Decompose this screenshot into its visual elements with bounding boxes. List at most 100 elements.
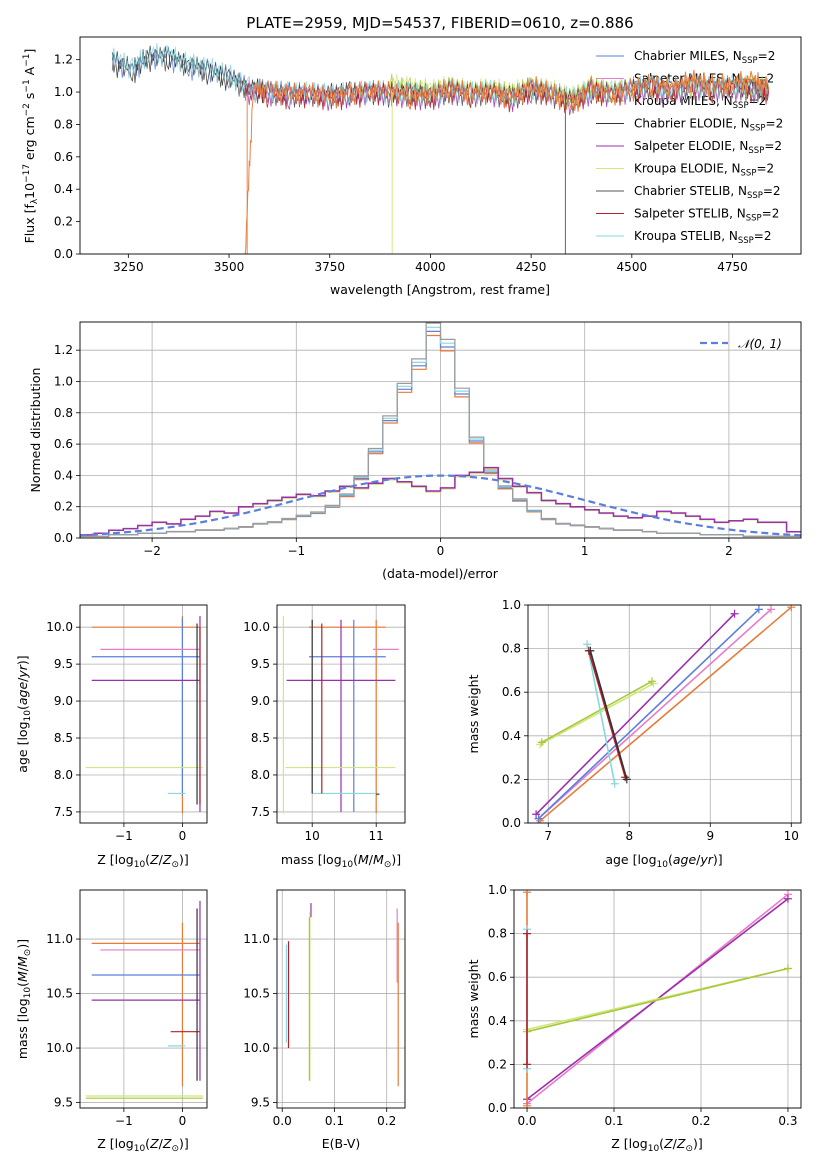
axes-panel-3: 10 11 7.5 8.0 8.5 9.0 9.5 10.0 <box>243 605 405 843</box>
marker <box>537 738 546 747</box>
weight-line <box>539 606 792 822</box>
weight-line <box>588 650 626 778</box>
axes-frame <box>527 604 802 824</box>
x-tick-label: 9 <box>706 829 714 843</box>
legend-entry: Kroupa STELIB, NSSP=2 <box>634 229 772 246</box>
x-tick-label: 10 <box>305 829 320 843</box>
y-tick-label: 0.0 <box>54 247 73 261</box>
marker <box>523 1060 532 1069</box>
marker <box>523 929 532 938</box>
x-tick-label: 0 <box>179 1114 187 1128</box>
x-tick-label: 0.1 <box>325 1114 344 1128</box>
x-tick-label: 11 <box>369 829 384 843</box>
marker <box>532 810 541 819</box>
marker <box>622 775 631 784</box>
y-tick-label: 9.0 <box>54 694 73 708</box>
x-tick-label: 4750 <box>717 260 748 274</box>
errorbars <box>85 616 203 814</box>
y-tick-label: 0.8 <box>488 927 507 941</box>
marker <box>787 605 796 612</box>
y-tick-label: 0.4 <box>54 468 73 482</box>
x-tick-label: 0 <box>179 829 187 843</box>
axes-panel-6: 0.0 0.1 0.2 9.5 10.0 10.5 11.0 <box>243 890 405 1128</box>
x-tick-label: 0.2 <box>691 1114 710 1128</box>
y-tick-label: 8.0 <box>251 768 270 782</box>
errorbars <box>285 903 399 1087</box>
axis-ylabel: mass [log10(M/M⊙)] <box>15 939 33 1059</box>
axes-panel-0: 3250 3500 3750 4000 4250 4500 4750 0.0 0.2 0.4 0.6… <box>54 53 748 274</box>
marker <box>767 605 776 614</box>
weight-line <box>526 967 789 1033</box>
marker <box>647 677 656 686</box>
axes-panel-2: −1 0 7.5 8.0 8.5 9.0 9.5 10.0 <box>46 605 207 843</box>
errorbars <box>85 900 203 1099</box>
legend-entry: Chabrier ELODIE, NSSP=2 <box>634 117 783 134</box>
marker <box>730 609 739 618</box>
histogram-step <box>80 322 801 538</box>
axis-ylabel: mass weight <box>466 674 481 753</box>
x-tick-label: 0.3 <box>778 1114 797 1128</box>
x-tick-label: 3750 <box>314 260 345 274</box>
y-tick-label: 9.5 <box>251 1096 270 1110</box>
axis-xlabel: age [log10(age/yr)] <box>605 852 722 870</box>
marker <box>649 679 658 688</box>
x-tick-label: 4000 <box>415 260 446 274</box>
x-tick-label: 3250 <box>113 260 144 274</box>
y-tick-label: 0.2 <box>54 215 73 229</box>
axis-ylabel: age [log10(age/yr)] <box>15 655 33 772</box>
x-tick-label: 7 <box>544 829 552 843</box>
axes-frame <box>79 889 208 1109</box>
weight-line <box>586 644 616 784</box>
marker <box>583 640 592 649</box>
y-tick-label: 11.0 <box>243 932 270 946</box>
weight-line <box>539 682 654 746</box>
x-tick-label: 4500 <box>617 260 648 274</box>
chart-title: PLATE=2959, MJD=54537, FIBERID=0610, z=0… <box>246 14 633 32</box>
x-tick-label: −2 <box>143 544 161 558</box>
y-tick-label: 9.0 <box>251 694 270 708</box>
legend-entry: Kroupa ELODIE, NSSP=2 <box>634 162 774 179</box>
axis-xlabel: wavelength [Angstrom, rest frame] <box>330 282 550 297</box>
errorbars <box>282 616 399 814</box>
y-tick-label: 8.5 <box>251 731 270 745</box>
y-tick-label: 1.0 <box>54 374 73 388</box>
legend-entry: Salpeter STELIB, NSSP=2 <box>634 207 779 224</box>
y-tick-label: 0.2 <box>54 500 73 514</box>
axes-frame <box>79 604 208 824</box>
y-tick-label: 8.5 <box>54 731 73 745</box>
marker <box>783 964 792 973</box>
y-tick-label: 0.6 <box>502 685 521 699</box>
y-tick-label: 0.6 <box>54 150 73 164</box>
weight-line <box>541 680 653 743</box>
y-tick-label: 0.0 <box>488 1101 507 1115</box>
axis-xlabel: Z [log10(Z/Z⊙)] <box>97 1136 189 1154</box>
y-tick-label: 0.8 <box>54 406 73 420</box>
x-tick-label: 8 <box>625 829 633 843</box>
x-tick-label: 3500 <box>214 260 245 274</box>
marker <box>783 894 792 903</box>
y-tick-label: 0.2 <box>502 772 521 786</box>
x-tick-label: 2 <box>725 544 733 558</box>
weight-line <box>537 608 760 820</box>
axis-xlabel: (data-model)/error <box>382 566 499 581</box>
y-tick-label: 11.0 <box>46 932 73 946</box>
normal-legend: 𝒩(0, 1) <box>700 337 782 351</box>
y-tick-label: 10.0 <box>243 1041 270 1055</box>
axis-xlabel: Z [log10(Z/Z⊙)] <box>97 852 189 870</box>
spectrum-series-line <box>111 43 770 107</box>
y-tick-label: 8.0 <box>54 768 73 782</box>
legend-entry: Chabrier STELIB, NSSP=2 <box>634 184 781 201</box>
x-tick-label: −1 <box>115 1114 133 1128</box>
marker <box>523 1101 532 1108</box>
y-tick-label: 9.5 <box>251 657 270 671</box>
y-tick-label: 10.0 <box>46 1041 73 1055</box>
marker <box>534 814 543 823</box>
y-tick-label: 0.4 <box>502 729 521 743</box>
legend-entry: Chabrier MILES, NSSP=2 <box>634 49 775 66</box>
axis-ylabel: mass weight <box>466 959 481 1038</box>
y-tick-label: 0.6 <box>488 970 507 984</box>
y-tick-label: 0.0 <box>54 531 73 545</box>
y-tick-label: 1.2 <box>54 53 73 67</box>
